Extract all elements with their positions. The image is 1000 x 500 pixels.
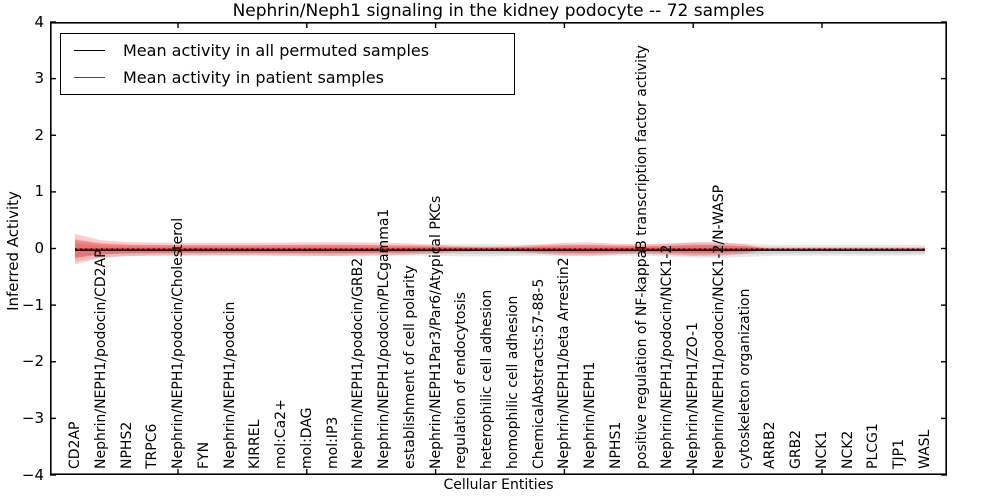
y-tick-label: −2	[21, 352, 44, 371]
x-category-label: heterophilic cell adhesion	[479, 289, 496, 469]
x-category-label: mol:IP3	[324, 416, 341, 469]
x-category-label: NPHS2	[118, 421, 135, 469]
x-category-label: Nephrin/NEPH1/podocin	[221, 301, 238, 469]
y-tick-label: 1	[34, 182, 44, 201]
x-category-label: regulation of endocytosis	[453, 292, 470, 469]
x-category-label: Nephrin/NEPH1/podocin/NCK1-2/N-WASP	[710, 184, 727, 469]
chart-title: Nephrin/Neph1 signaling in the kidney po…	[232, 1, 765, 21]
x-category-label: homophilic cell adhesion	[504, 295, 521, 469]
legend-line-patient-icon	[74, 76, 105, 78]
x-category-label: PLCG1	[865, 423, 882, 469]
x-category-label: TJP1	[891, 438, 908, 469]
x-category-label: NCK2	[839, 430, 856, 469]
x-category-label: mol:DAG	[298, 407, 315, 469]
x-category-label: Nephrin/NEPH1	[582, 361, 599, 469]
y-tick-label: −3	[21, 408, 44, 427]
legend-label-permuted: Mean activity in all permuted samples	[123, 41, 430, 61]
x-category-label: Nephrin/NEPH1/podocin/NCK1-2	[659, 244, 676, 469]
x-category-label: Nephrin/NEPH1/ZO-1	[685, 322, 702, 469]
y-tick-label: 0	[34, 239, 44, 257]
x-category-label: Nephrin/NEPH1/podocin/CD2AP	[92, 249, 109, 469]
x-category-label: mol:Ca2+	[273, 399, 290, 469]
y-tick-label: −4	[21, 465, 44, 484]
x-axis-label: Cellular Entities	[443, 477, 554, 493]
x-category-label: ARRB2	[762, 421, 779, 469]
x-category-label: KIRREL	[247, 419, 264, 469]
x-category-label: Nephrin/NEPH1/podocin/PLCgamma1	[376, 208, 393, 469]
x-category-label: ChemicalAbstracts:57-88-5	[530, 278, 547, 469]
x-category-label: NCK1	[813, 430, 830, 469]
x-category-label: CD2AP	[67, 421, 83, 469]
x-category-label: WASL	[917, 429, 933, 469]
x-category-label: cytoskeleton organization	[736, 288, 753, 469]
x-category-label: NPHS1	[607, 421, 624, 469]
x-category-label: FYN	[195, 441, 212, 469]
legend-item-permuted: Mean activity in all permuted samples	[74, 41, 514, 60]
y-tick-label: −1	[21, 295, 44, 314]
x-category-label: GRB2	[788, 429, 805, 469]
y-tick-label: 4	[34, 12, 44, 31]
x-category-label: TRPC6	[144, 423, 161, 469]
y-tick-label: 2	[34, 125, 44, 144]
legend-line-permuted-icon	[74, 50, 105, 52]
y-tick-label: 3	[34, 69, 44, 88]
x-category-label: Nephrin/NEPH1/podocin/GRB2	[350, 257, 367, 469]
x-category-label: Nephrin/NEPH1/beta Arrestin2	[556, 257, 573, 469]
legend: Mean activity in all permuted samples Me…	[60, 33, 515, 95]
x-category-label: establishment of cell polarity	[401, 265, 418, 469]
x-category-label: Nephrin/NEPH1/podocin/Cholesterol	[170, 217, 187, 469]
legend-label-patient: Mean activity in patient samples	[123, 67, 384, 87]
legend-item-patient: Mean activity in patient samples	[74, 68, 514, 87]
x-category-label: positive regulation of NF-kappaB transcr…	[633, 45, 650, 469]
x-category-label: Nephrin/NEPH1Par3/Par6/Atypical PKCs	[427, 195, 444, 469]
